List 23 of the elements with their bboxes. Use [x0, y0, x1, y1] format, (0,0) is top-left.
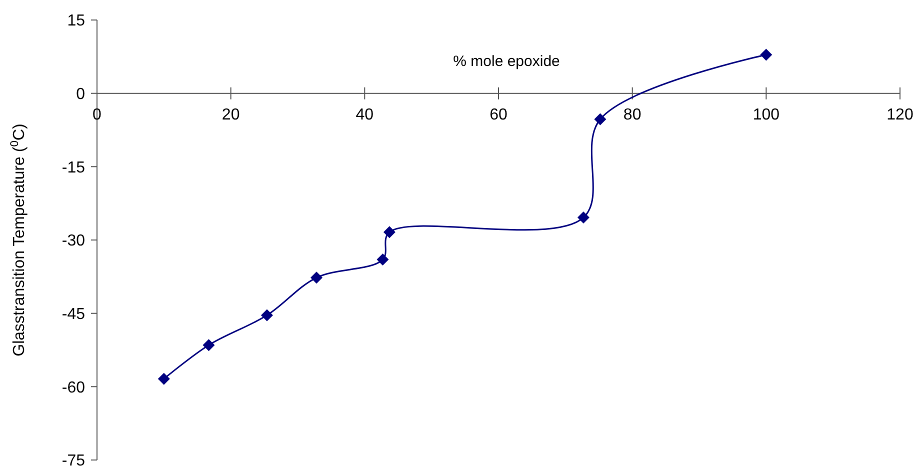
point — [577, 212, 590, 224]
point — [202, 339, 215, 352]
x-axis-title: % mole epoxide — [453, 53, 560, 70]
point — [376, 254, 389, 266]
x-tick-label: 20 — [222, 106, 240, 124]
y-tick-label: -30 — [62, 232, 86, 250]
x-tick-label: 60 — [490, 106, 508, 124]
y-tick-label: -45 — [62, 306, 86, 323]
x-tick-label: 120 — [886, 106, 914, 124]
y-tick-label: 0 — [76, 86, 86, 103]
point — [310, 272, 322, 284]
y-tick-label: -75 — [62, 452, 86, 470]
point — [760, 48, 772, 61]
x-tick-label: 100 — [752, 106, 780, 124]
y-tick-label: -15 — [62, 159, 86, 176]
point — [383, 226, 396, 238]
point — [158, 372, 170, 385]
y-tick-label: 15 — [67, 12, 86, 30]
x-tick-label: 40 — [356, 106, 374, 124]
point — [260, 309, 273, 322]
point — [594, 113, 606, 126]
y-tick-label: -60 — [62, 379, 86, 396]
x-tick-label: 80 — [623, 106, 642, 124]
